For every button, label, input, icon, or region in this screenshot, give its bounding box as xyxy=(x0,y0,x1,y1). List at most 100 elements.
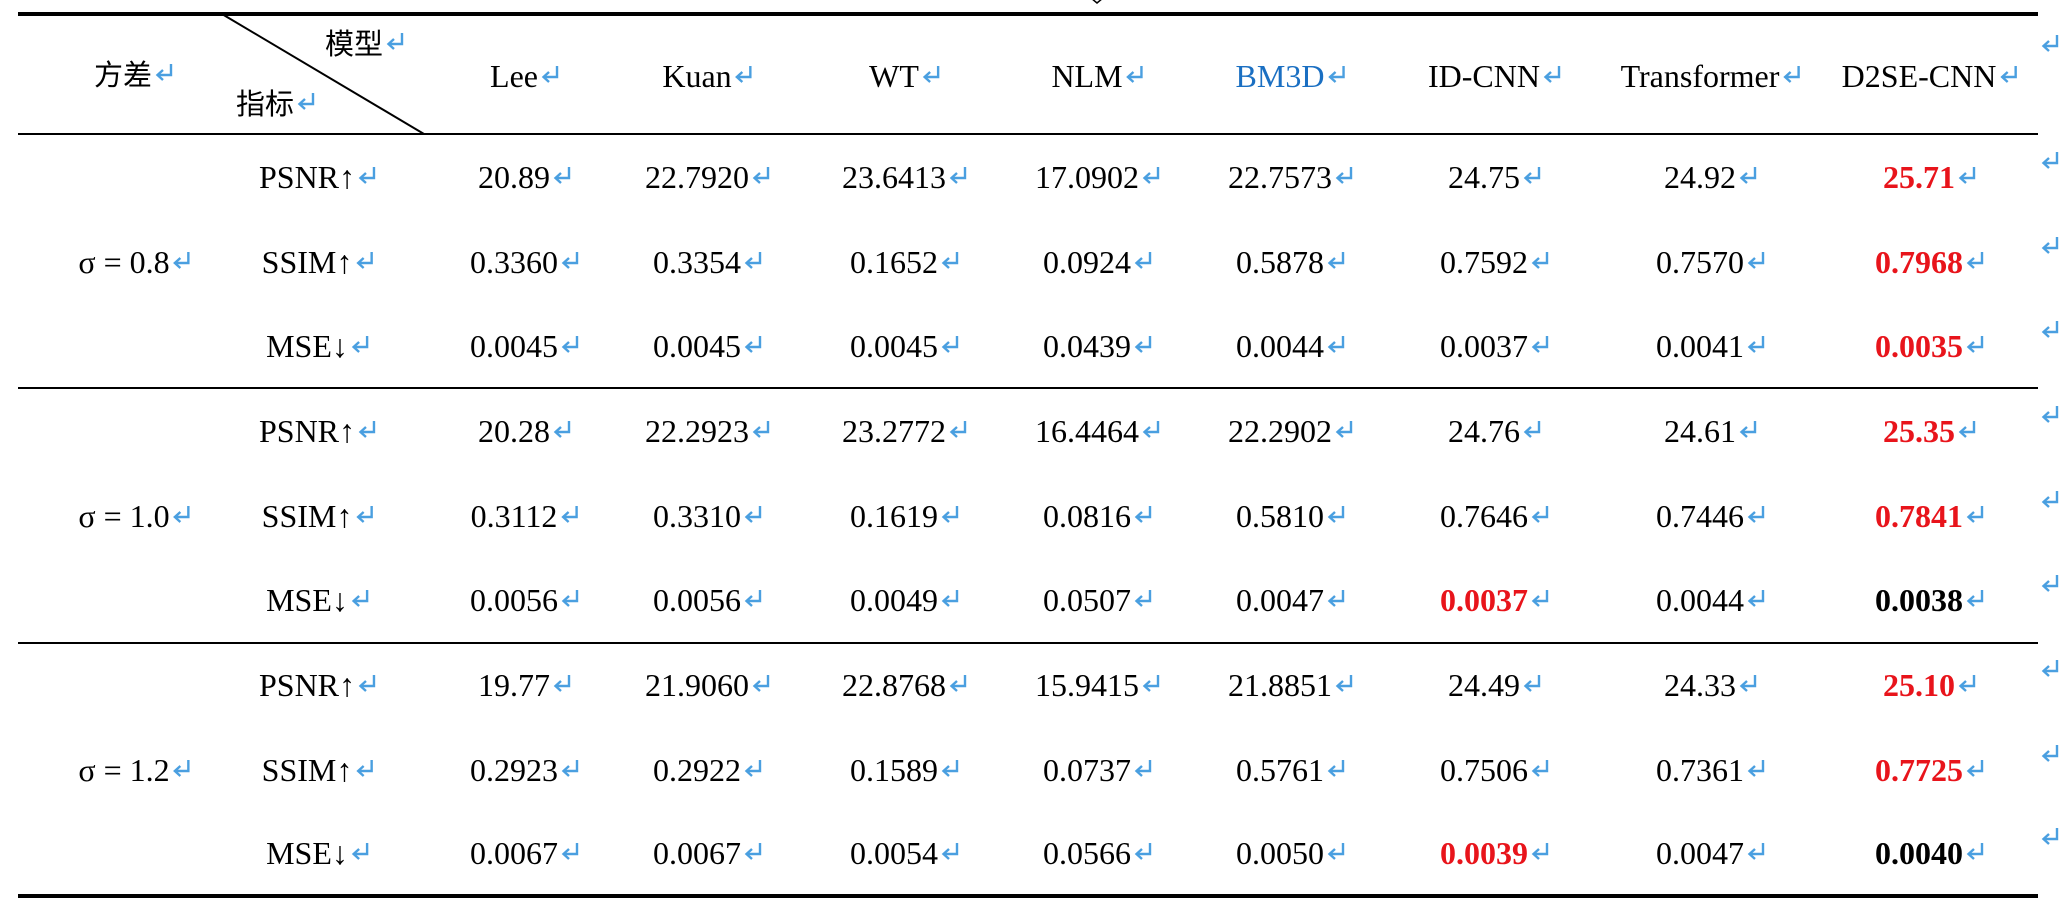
return-arrow-icon xyxy=(743,249,763,275)
table-cell-text: 0.1652 xyxy=(850,244,938,280)
table-cell-text: 0.7446 xyxy=(1656,498,1744,534)
return-arrow-icon xyxy=(560,249,580,275)
table-cell: 22.2902 xyxy=(1228,411,1354,451)
return-arrow-icon xyxy=(948,672,968,698)
metric-label: PSNR↑ xyxy=(259,157,377,197)
table-cell: 0.7446 xyxy=(1656,496,1766,536)
column-header-transformer-text: Transformer xyxy=(1620,58,1780,94)
table-cell: 0.7506 xyxy=(1440,750,1550,790)
table-cell: 20.89 xyxy=(478,157,572,197)
return-arrow-icon xyxy=(2040,403,2062,431)
return-arrow-icon xyxy=(1326,333,1346,359)
return-arrow-icon xyxy=(1530,333,1550,359)
group-label-sigma-text: σ = 0.8 xyxy=(78,244,170,280)
table-cell: 22.7573 xyxy=(1228,157,1354,197)
return-arrow-icon xyxy=(1326,757,1346,783)
return-arrow-icon xyxy=(751,164,771,190)
table-cell-text: 0.3112 xyxy=(470,498,558,534)
table-cell: 0.7361 xyxy=(1656,750,1766,790)
table-cell-text: 0.5810 xyxy=(1236,498,1324,534)
return-arrow-icon xyxy=(1957,418,1977,444)
header-rule xyxy=(18,133,2038,135)
column-header-id-cnn: ID-CNN xyxy=(1428,56,1562,96)
return-arrow-icon xyxy=(1522,164,1542,190)
table-cell: 25.71 xyxy=(1883,157,1977,197)
table-cell-text: 15.9415 xyxy=(1035,667,1139,703)
table-cell-text: 20.89 xyxy=(478,159,550,195)
column-header-kuan: Kuan xyxy=(662,56,753,96)
table-cell-text: 19.77 xyxy=(478,667,550,703)
return-arrow-icon xyxy=(1957,672,1977,698)
return-arrow-icon xyxy=(1133,587,1153,613)
return-arrow-icon xyxy=(1334,672,1354,698)
table-cell: 0.3360 xyxy=(470,242,580,282)
return-arrow-icon xyxy=(296,90,316,116)
table-cell-text: 24.49 xyxy=(1448,667,1520,703)
column-header-lee-text: Lee xyxy=(490,58,538,94)
return-arrow-icon xyxy=(2040,657,2062,685)
return-arrow-icon xyxy=(1133,249,1153,275)
return-arrow-icon xyxy=(172,249,192,275)
return-arrow-icon xyxy=(940,840,960,866)
return-arrow-icon xyxy=(1965,757,1985,783)
table-cell-text: 0.0439 xyxy=(1043,328,1131,364)
corner-label-metric-text: 指标 xyxy=(235,87,295,121)
return-arrow-icon xyxy=(2040,32,2062,60)
return-arrow-icon xyxy=(743,503,763,529)
table-cell: 0.0924 xyxy=(1043,242,1153,282)
table-cell: 0.0035 xyxy=(1875,326,1985,366)
table-cell: 0.1619 xyxy=(850,496,960,536)
return-arrow-icon xyxy=(743,587,763,613)
return-arrow-icon xyxy=(354,249,374,275)
table-cell: 0.0041 xyxy=(1656,326,1766,366)
table-cell: 0.7570 xyxy=(1656,242,1766,282)
return-arrow-icon xyxy=(1998,63,2018,89)
metric-label-text: MSE↓ xyxy=(266,835,348,871)
table-cell: 0.3112 xyxy=(471,496,580,536)
table-cell-text: 0.0049 xyxy=(850,582,938,618)
table-cell-text: 0.0054 xyxy=(850,835,938,871)
return-arrow-icon xyxy=(2040,825,2062,853)
metric-label-text: SSIM↑ xyxy=(261,244,353,280)
return-arrow-icon xyxy=(357,418,377,444)
return-arrow-icon xyxy=(1781,63,1801,89)
table-cell-text: 0.2922 xyxy=(653,752,741,788)
metric-label-text: SSIM↑ xyxy=(261,498,353,534)
table-cell: 0.0047 xyxy=(1236,580,1346,620)
table-cell: 0.0037 xyxy=(1440,580,1550,620)
column-header-wt: WT xyxy=(869,56,941,96)
table-cell-text: 0.0507 xyxy=(1043,582,1131,618)
table-cell-text: 0.7841 xyxy=(1875,498,1963,534)
return-arrow-icon xyxy=(751,672,771,698)
table-cell: 0.7841 xyxy=(1875,496,1985,536)
table-cell: 0.0054 xyxy=(850,833,960,873)
table-cell: 23.2772 xyxy=(842,411,968,451)
return-arrow-icon xyxy=(1530,587,1550,613)
table-cell-text: 0.0924 xyxy=(1043,244,1131,280)
return-arrow-icon xyxy=(1522,672,1542,698)
table-cell-text: 0.0050 xyxy=(1236,835,1324,871)
table-cell-text: 0.0045 xyxy=(470,328,558,364)
group-header-variance-text: 方差 xyxy=(93,58,153,92)
return-arrow-icon xyxy=(1965,249,1985,275)
return-arrow-icon xyxy=(1133,503,1153,529)
return-arrow-icon xyxy=(2040,149,2062,177)
return-arrow-icon xyxy=(560,333,580,359)
table-cell-text: 24.76 xyxy=(1448,413,1520,449)
table-cell-text: 25.35 xyxy=(1883,413,1955,449)
return-arrow-icon xyxy=(1133,757,1153,783)
table-cell-text: 17.0902 xyxy=(1035,159,1139,195)
return-arrow-icon xyxy=(350,333,370,359)
column-header-bm3d-text: BM3D xyxy=(1235,58,1325,94)
return-arrow-icon xyxy=(1334,164,1354,190)
table-cell: 0.0045 xyxy=(850,326,960,366)
group-label-sigma-text: σ = 1.2 xyxy=(78,752,170,788)
metric-label: PSNR↑ xyxy=(259,411,377,451)
return-arrow-icon xyxy=(743,333,763,359)
table-cell-text: 24.75 xyxy=(1448,159,1520,195)
table-cell: 24.61 xyxy=(1664,411,1758,451)
return-arrow-icon xyxy=(1738,418,1758,444)
column-header-d2se-cnn-text: D2SE-CNN xyxy=(1841,58,1997,94)
table-cell-text: 0.0045 xyxy=(653,328,741,364)
table-cell-text: 0.0035 xyxy=(1875,328,1963,364)
